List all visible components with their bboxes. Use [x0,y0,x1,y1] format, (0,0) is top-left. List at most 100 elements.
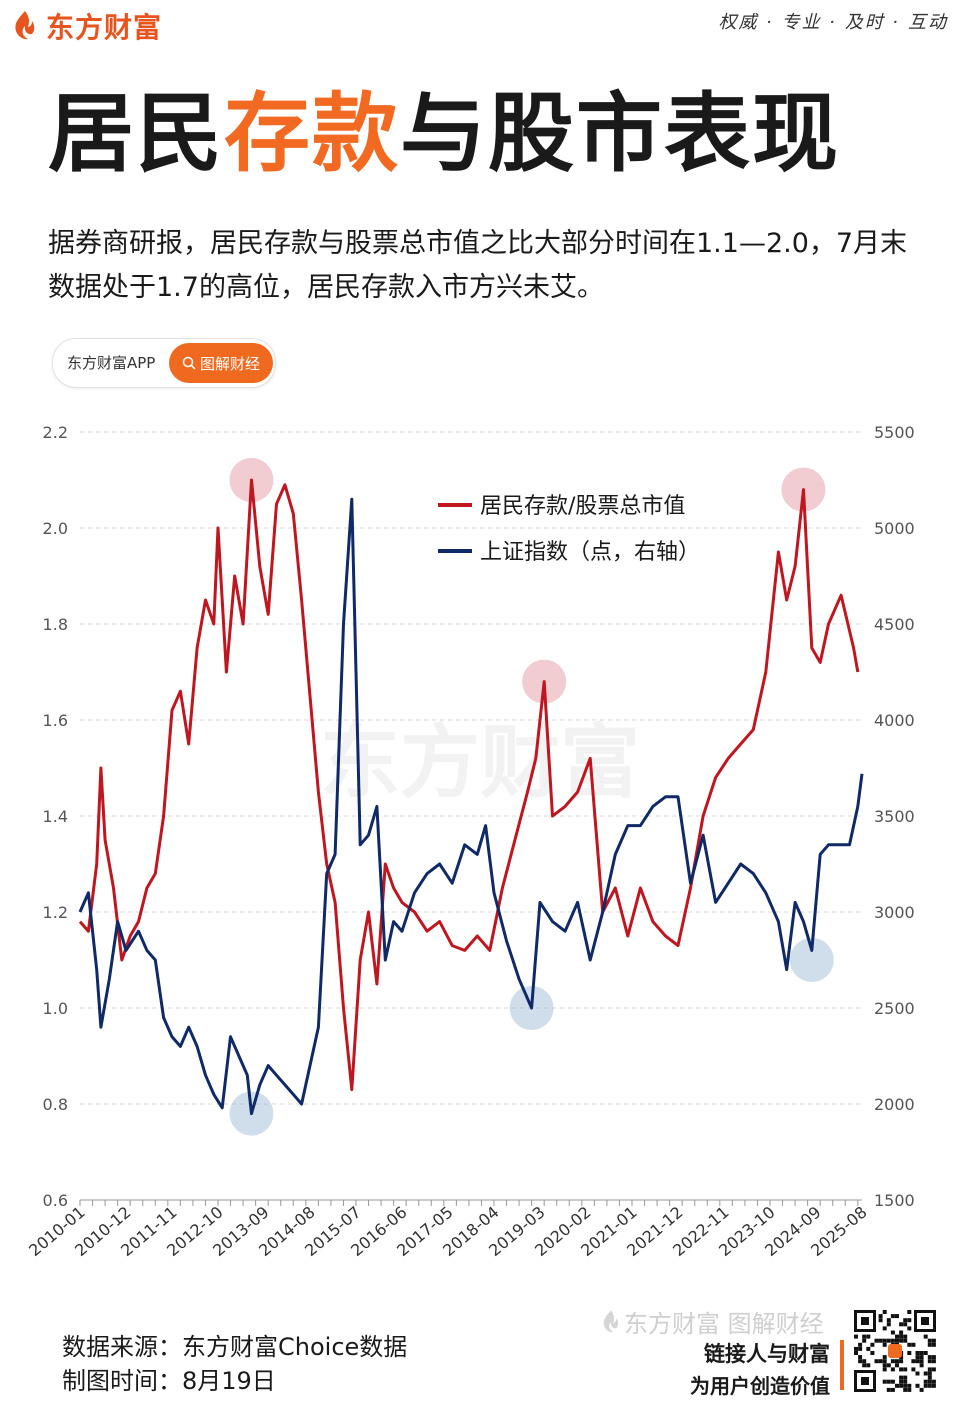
qr-module [870,1342,875,1347]
qr-module [882,1359,887,1364]
flame-logo-icon [603,1310,619,1332]
y-tick-label-left: 1.8 [43,615,68,634]
y-tick-label-left: 1.2 [43,903,68,922]
qr-module [895,1359,899,1364]
grid-lines [80,431,862,1105]
qr-module [878,1338,883,1343]
y-tick-label-right: 4000 [874,711,915,730]
y-tick-label-right: 4500 [874,615,915,634]
footer-brand-slogan: 链接人与财富 [704,1342,830,1366]
qr-module [886,1318,891,1323]
qr-module [907,1342,912,1347]
qr-module [927,1359,932,1364]
header: 东方财富 权威 · 专业 · 及时 · 互动 [0,0,960,60]
qr-module [874,1338,879,1343]
y-tick-label-right: 1500 [874,1191,915,1210]
y-tick-label-left: 1.4 [43,807,68,826]
qr-module [899,1338,904,1343]
qr-module [927,1375,932,1380]
qr-module [866,1363,871,1368]
qr-module [890,1379,895,1384]
qr-module [895,1314,899,1319]
search-pill[interactable]: 东方财富APP 图解财经 [52,338,276,388]
qr-module [854,1334,858,1339]
qr-module [862,1363,867,1368]
qr-module [882,1379,887,1384]
qr-module [903,1367,908,1372]
title-part-2: 与股市表现 [400,84,840,184]
brand-logo: 东方财富 [8,6,162,46]
slogan: 权威 · 专业 · 及时 · 互动 [718,12,948,33]
title-accent: 存款 [224,84,400,184]
qr-module [899,1375,904,1380]
qr-module [931,1359,936,1364]
qr-module [870,1351,875,1355]
y-tick-label-left: 2.2 [43,423,68,442]
qr-module [931,1338,936,1343]
qr-module [927,1371,932,1376]
qr-module [899,1383,904,1388]
qr-module [874,1359,879,1364]
watermark-brand: 东方财富 [320,716,640,809]
qr-module [862,1334,867,1339]
qr-module [931,1355,936,1360]
qr-module [899,1322,904,1327]
qr-code-icon[interactable] [852,1308,938,1394]
qr-module [907,1351,912,1355]
qr-module [895,1363,899,1368]
qr-module [890,1367,895,1372]
qr-module [923,1383,928,1388]
footer-brand-top-text: 东方财富 图解财经 [624,1310,824,1338]
footer-brand-bar [840,1340,844,1390]
qr-module [899,1334,904,1339]
qr-module [899,1379,904,1384]
qr-module [890,1359,895,1364]
y-tick-label-right: 5500 [874,423,915,442]
qr-module [890,1314,895,1319]
series-line-0 [78,478,860,1092]
left-y-axis: 2.2 2.0 1.8 1.6 1.4 1.2 1.0 0.8 0.6 [43,423,68,1210]
qr-module [899,1359,904,1364]
qr-module [854,1346,858,1351]
qr-module [927,1367,932,1372]
pill-search-label: 图解财经 [199,354,260,373]
qr-finder-core [861,1317,869,1325]
qr-module [919,1351,924,1355]
qr-finder-core [921,1317,929,1325]
page-title: 居民存款与股市表现 [48,82,840,186]
y-tick-label-left: 1.6 [43,711,68,730]
qr-module [862,1359,867,1364]
qr-module [911,1359,916,1364]
qr-module [923,1351,928,1355]
qr-module [895,1334,899,1339]
qr-module [886,1322,891,1327]
qr-module [903,1387,908,1392]
qr-module [911,1342,916,1347]
data-source-block: 数据来源：东方财富Choice数据 制图时间：8月19日 [62,1330,407,1398]
chart-date: 制图时间：8月19日 [62,1367,276,1395]
footer-brand: 东方财富 图解财经 链接人与财富 为用户创造价值 [598,1300,844,1400]
qr-module [915,1359,920,1364]
qr-module [882,1338,887,1343]
legend-label: 上证指数（点，右轴） [480,540,700,565]
qr-module [931,1379,936,1384]
qr-module [866,1346,871,1351]
qr-module [886,1379,891,1384]
qr-module [878,1359,883,1364]
highlight-circle [789,938,834,982]
qr-module [882,1363,887,1368]
qr-module [915,1371,920,1376]
qr-module [919,1359,924,1364]
qr-module [919,1355,924,1360]
qr-module [907,1383,912,1388]
qr-module [911,1367,916,1372]
subtitle: 据券商研报，居民存款与股票总市值之比大部分时间在1.1—2.0，7月末数据处于1… [48,228,908,303]
qr-finder-core [861,1377,869,1385]
qr-module [882,1355,887,1360]
series-lines [78,478,864,1116]
qr-module [903,1334,908,1339]
qr-module [931,1342,936,1347]
pill-search-button[interactable]: 图解财经 [169,343,273,383]
qr-module [923,1371,928,1376]
data-source: 数据来源：东方财富Choice数据 [62,1333,408,1361]
